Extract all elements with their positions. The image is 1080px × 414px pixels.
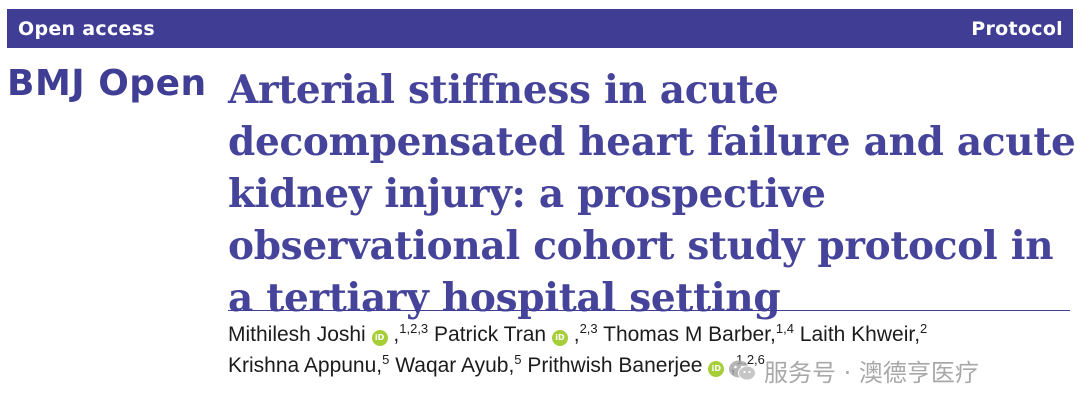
orcid-icon[interactable]: iD [708,361,725,377]
article-title: Arterial stiffness in acute decompensate… [228,67,1076,321]
watermark-text: 服务号 · 澳德亨医疗 [764,359,979,387]
author: Laith Khweir,2 [799,321,928,346]
author: Waqar Ayub,5 [395,352,522,377]
wechat-watermark: 服务号 · 澳德亨医疗 [728,353,979,388]
open-access-label: Open access [18,17,155,40]
title-divider [228,310,1070,311]
author: Prithwish Banerjee iD ,1,2,6 [527,352,765,377]
article-type-label: Protocol [971,17,1063,40]
orcid-icon[interactable]: iD [371,330,388,346]
wechat-icon [729,360,756,380]
journal-logo: BMJ Open [7,63,207,104]
author-list: Mithilesh Joshi iD ,1,2,3 Patrick Tran i… [228,319,1078,381]
orcid-icon[interactable]: iD [551,330,568,346]
author: Patrick Tran iD ,2,3 [434,321,598,346]
article-type-bar: Open access Protocol [7,9,1073,48]
author: Krishna Appunu,5 [228,352,390,377]
author: Mithilesh Joshi iD ,1,2,3 [228,321,429,346]
author: Thomas M Barber,1,4 [603,321,794,346]
